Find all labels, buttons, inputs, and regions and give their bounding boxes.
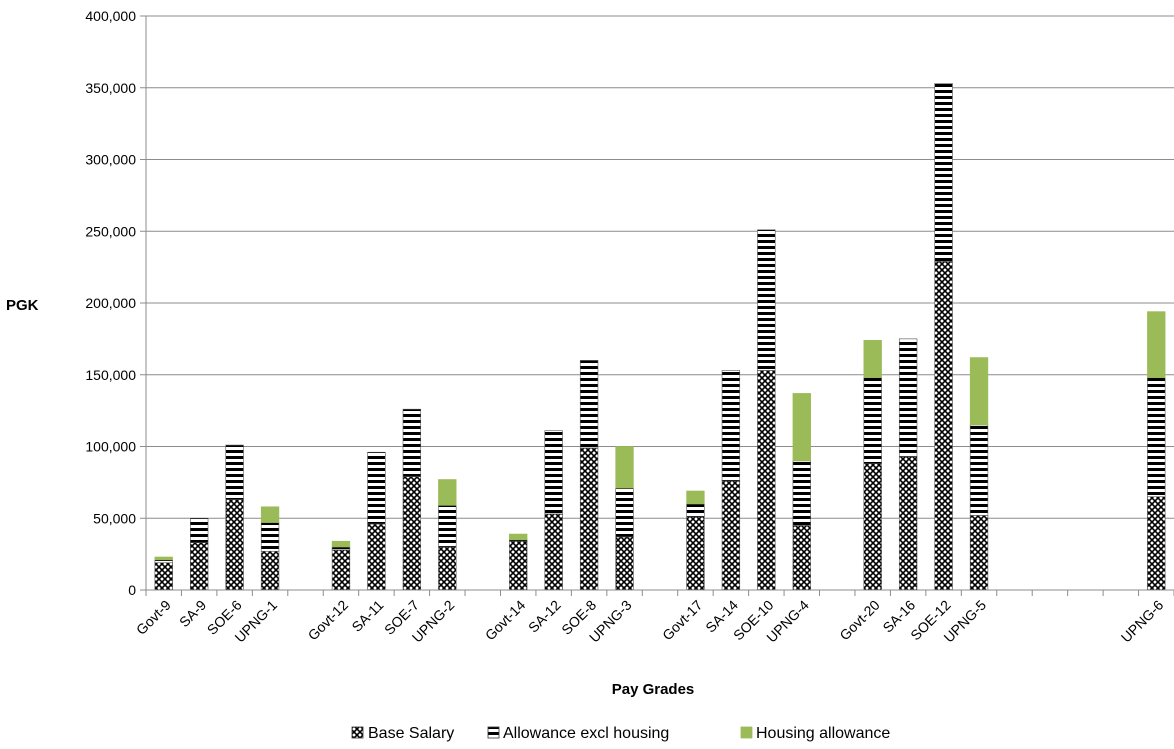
bar-segment-series-0 [898, 456, 918, 591]
bar-segment-series-2 [686, 490, 705, 505]
bar-segment-series-1 [757, 229, 776, 371]
bar-segment-series-2 [969, 357, 989, 426]
bar-segment-series-1 [686, 503, 705, 518]
y-tick-label: 250,000 [85, 223, 136, 239]
bar-segment-series-0 [544, 513, 563, 591]
bar-segment-series-1 [260, 522, 280, 552]
legend: Base Salary Allowance excl housing Housing… [351, 725, 890, 742]
bar-segment-series-0 [225, 499, 244, 591]
bar-segment-series-1 [898, 338, 918, 457]
bar-segment-series-1 [934, 83, 953, 262]
x-tick-label: SA-12 [525, 597, 564, 636]
x-tick-label: Govt-20 [836, 597, 883, 644]
bar-segment-series-2 [509, 533, 528, 541]
y-tick-label: 150,000 [85, 367, 136, 383]
bar-segment-series-2 [438, 479, 457, 506]
bar-segment-series-1 [154, 559, 173, 564]
bar-segment-series-1 [331, 546, 351, 551]
x-tick-label: Govt-12 [305, 597, 352, 644]
y-tick-labels: 0 50,000 100,000 150,000 200,000 250,000 300,0… [85, 8, 136, 598]
legend-swatch [351, 726, 364, 739]
y-tick-label: 200,000 [85, 295, 136, 311]
bar-segment-series-0 [579, 447, 599, 591]
bar-segment-series-0 [154, 562, 173, 591]
bar-segment-series-1 [969, 424, 989, 516]
x-axis-title: Pay Grades [612, 681, 695, 698]
bar-segment-series-2 [260, 506, 280, 523]
bar-segment-series-1 [190, 517, 209, 543]
bar-segment-series-0 [934, 261, 953, 591]
bar-segment-series-0 [686, 516, 705, 591]
y-tick-label: 50,000 [93, 510, 136, 526]
bar-segment-series-0 [969, 515, 989, 591]
bar-segment-series-1 [615, 487, 634, 538]
bar-segment-series-0 [792, 525, 811, 591]
bar-segment-series-1 [792, 460, 811, 526]
bar-segment-series-1 [402, 408, 422, 477]
bars [154, 83, 1166, 591]
bar-segment-series-2 [792, 393, 811, 462]
bar-segment-series-1 [367, 451, 386, 525]
gridlines [140, 15, 1174, 591]
bar-segment-series-0 [260, 550, 280, 591]
bar-segment-series-1 [579, 360, 599, 449]
legend-label: Base Salary [368, 725, 454, 742]
bar-segment-series-1 [544, 430, 563, 515]
y-tick-label: 350,000 [85, 80, 136, 96]
bar-segment-series-2 [1147, 311, 1166, 378]
x-tick-label: Govt-14 [482, 597, 529, 644]
bar-segment-series-2 [331, 540, 351, 548]
bar-segment-series-1 [438, 505, 457, 548]
bar-segment-series-0 [367, 523, 386, 591]
y-tick-label: 300,000 [85, 152, 136, 168]
y-axis-title: PGK [6, 297, 39, 314]
bar-segment-series-0 [509, 540, 528, 591]
bar-segment-series-0 [757, 370, 776, 591]
bar-segment-series-1 [721, 370, 741, 482]
y-tick-label: 100,000 [85, 439, 136, 455]
bar-segment-series-0 [615, 536, 634, 591]
x-tick-label: Govt-9 [133, 597, 174, 638]
bar-segment-series-0 [190, 542, 209, 591]
legend-swatch [487, 726, 500, 739]
bar-segment-series-0 [863, 463, 882, 591]
bar-segment-series-0 [438, 546, 457, 591]
legend-label: Housing allowance [756, 725, 890, 742]
bar-segment-series-1 [863, 377, 882, 465]
x-tick-label: UPNG-6 [1118, 597, 1167, 646]
legend-swatch [740, 726, 753, 739]
x-tick-label: Govt-17 [659, 597, 706, 644]
bar-segment-series-0 [721, 480, 741, 591]
bar-segment-series-2 [154, 556, 173, 561]
bar-segment-series-0 [331, 549, 351, 591]
legend-label: Allowance excl housing [503, 725, 669, 742]
bar-segment-series-1 [225, 444, 244, 500]
bar-segment-series-2 [615, 446, 634, 489]
axes [145, 16, 1174, 596]
y-tick-label: 400,000 [85, 8, 136, 24]
y-tick-label: 0 [128, 582, 136, 598]
bar-segment-series-1 [1147, 377, 1166, 498]
x-tick-label: SA-11 [348, 597, 386, 635]
bar-segment-series-0 [1147, 496, 1166, 591]
bar-segment-series-2 [863, 340, 882, 378]
bar-segment-series-0 [402, 476, 422, 591]
